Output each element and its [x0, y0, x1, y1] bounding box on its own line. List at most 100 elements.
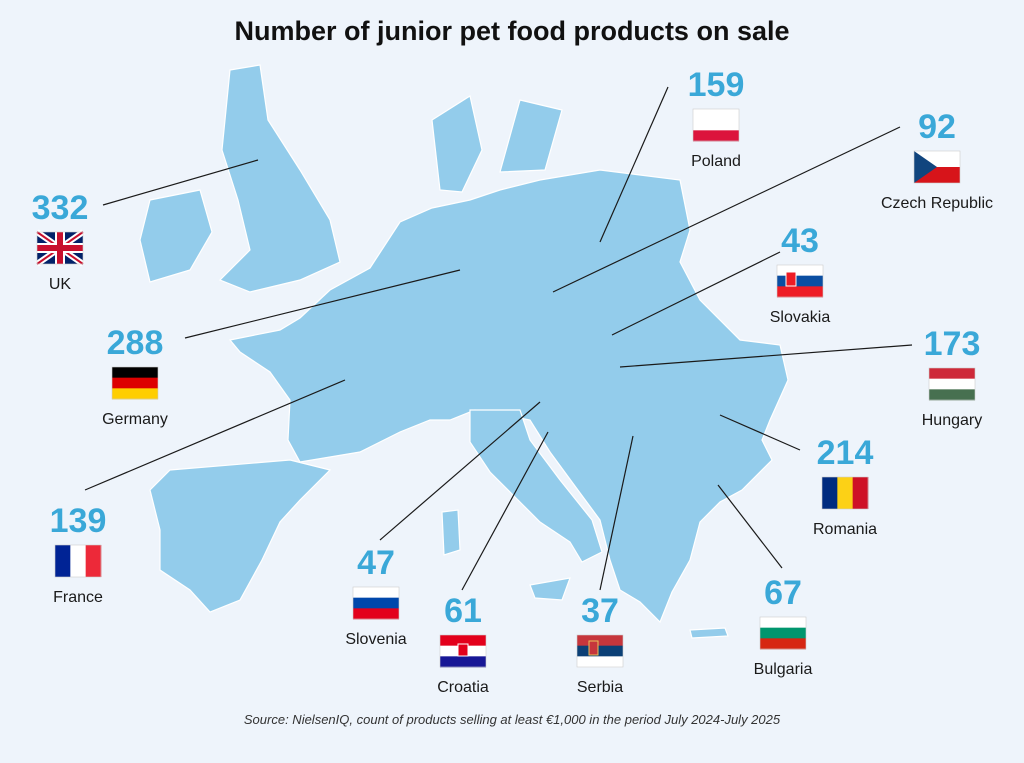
flag-border [759, 616, 807, 650]
flag-border [821, 476, 869, 510]
country-name: Poland [691, 153, 741, 170]
country-value: 47 [357, 544, 395, 582]
leader-line [461, 431, 549, 591]
flag-stripe [577, 635, 623, 647]
flag-border [54, 544, 102, 578]
flag-stripe [693, 119, 739, 131]
country-value: 37 [581, 592, 619, 630]
flag-stripe [929, 378, 975, 390]
flag-border [928, 367, 976, 401]
flag-stripe [70, 545, 87, 577]
country-name: Germany [102, 411, 168, 428]
country-name: Croatia [437, 679, 489, 696]
flag-stripe [837, 477, 854, 509]
flag-stripe [777, 275, 823, 287]
flag-border [352, 586, 400, 620]
flag [759, 616, 807, 650]
title: Number of junior pet food products on sa… [234, 16, 789, 46]
flag [352, 586, 400, 620]
ireland-shape [139, 189, 213, 283]
flag-stripe [777, 265, 823, 277]
denmark-shape [431, 95, 483, 193]
country-value: 61 [444, 592, 482, 630]
flag-stripe [85, 545, 102, 577]
country-name: Serbia [577, 679, 623, 696]
flag-emblem [588, 640, 599, 656]
flag-stripe [852, 477, 869, 509]
flag-border [111, 366, 159, 400]
flag-stripe [440, 656, 486, 668]
country-name: Bulgaria [754, 661, 813, 678]
flag [776, 264, 824, 298]
flag-stripe [353, 597, 399, 609]
map [139, 64, 789, 639]
flag [111, 366, 159, 400]
country-name: UK [49, 276, 72, 293]
flag-triangle [914, 151, 937, 183]
flag-border [692, 108, 740, 142]
country-value: 332 [32, 189, 89, 227]
flag-stripe [760, 627, 806, 639]
continent-shape [228, 169, 789, 624]
leader-line [599, 435, 634, 591]
flag-stripe [577, 656, 623, 668]
leader-line [102, 159, 259, 206]
country-value: 92 [918, 108, 956, 146]
crete-shape [689, 627, 729, 639]
flag-stripe [353, 608, 399, 620]
leader-line [599, 86, 669, 243]
flag-stripe [822, 477, 838, 509]
flag-stripe [353, 587, 399, 599]
country-value: 173 [924, 325, 981, 363]
flag-border [776, 264, 824, 298]
country-value: 288 [107, 324, 164, 362]
country-value: 214 [817, 434, 874, 472]
flag [692, 108, 740, 142]
flag-stripe [693, 109, 739, 121]
leader-line [611, 251, 781, 336]
flag-border [439, 634, 487, 668]
flag-cross [37, 245, 83, 251]
flag-emblem [785, 271, 797, 287]
country-name: Slovenia [345, 631, 406, 648]
flag-stripe [693, 130, 739, 142]
country-name: Romania [813, 521, 877, 538]
flag-stripe [929, 368, 975, 380]
leader-line [184, 269, 461, 339]
flag-stripe [929, 389, 975, 401]
leader-line [719, 414, 801, 451]
flag [54, 544, 102, 578]
flag-emblem [457, 643, 469, 657]
country-value: 139 [50, 502, 107, 540]
flag-stripe [112, 377, 158, 389]
flag [439, 634, 487, 668]
leader-line [552, 126, 901, 293]
flag-stripe [55, 545, 71, 577]
leader-line [717, 484, 783, 569]
leader-line [84, 379, 346, 491]
flag-stripe [760, 617, 806, 629]
flag [576, 634, 624, 668]
leader-line [619, 344, 913, 368]
flag-border [913, 150, 961, 184]
flag-stripe [577, 645, 623, 657]
flag-stripe [440, 635, 486, 647]
flag [821, 476, 869, 510]
source-note: Source: NielsenIQ, count of products sel… [244, 712, 781, 727]
country-value: 43 [781, 222, 819, 260]
flag-stripe [112, 367, 158, 379]
flag-stripe [112, 388, 158, 400]
country-value: 67 [764, 574, 802, 612]
sweden-shape [499, 99, 563, 173]
flag-border [576, 634, 624, 668]
uk-shape [218, 64, 341, 293]
italy-shape [469, 409, 603, 563]
flag [35, 229, 85, 267]
flag-stripe [777, 286, 823, 298]
sicily-shape [529, 577, 571, 601]
country-name: Hungary [922, 412, 982, 429]
iberia-shape [149, 459, 332, 613]
country-name: Czech Republic [881, 195, 993, 212]
country-name: France [53, 589, 103, 606]
